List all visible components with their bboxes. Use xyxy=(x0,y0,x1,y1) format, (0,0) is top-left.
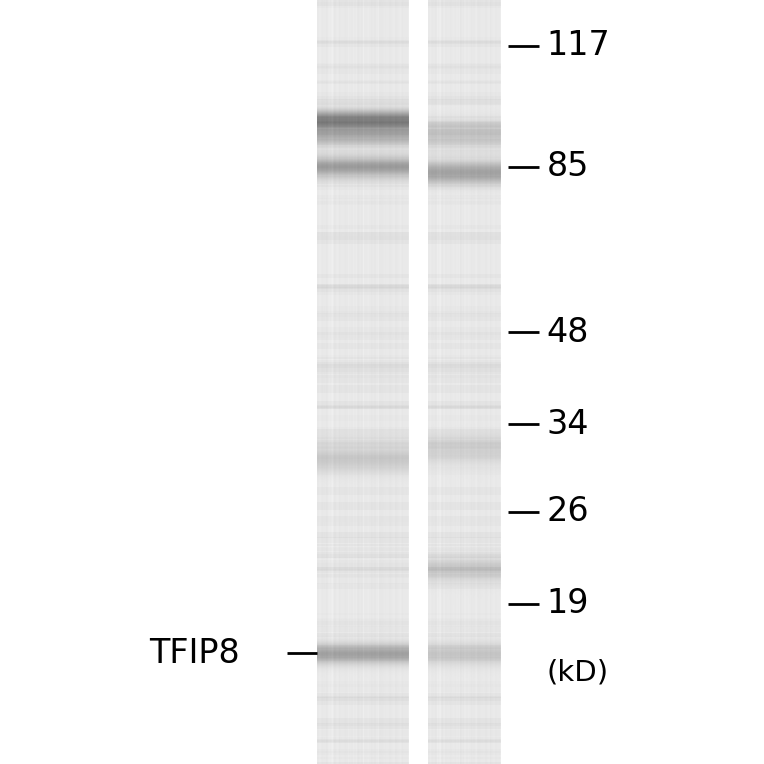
Text: (kD): (kD) xyxy=(546,659,608,686)
Text: 34: 34 xyxy=(546,407,589,441)
Text: TFIP8: TFIP8 xyxy=(150,636,240,670)
Text: 26: 26 xyxy=(546,495,589,529)
Text: 19: 19 xyxy=(546,587,589,620)
Text: 85: 85 xyxy=(546,150,588,183)
Text: 117: 117 xyxy=(546,29,610,63)
Text: 48: 48 xyxy=(546,316,588,349)
